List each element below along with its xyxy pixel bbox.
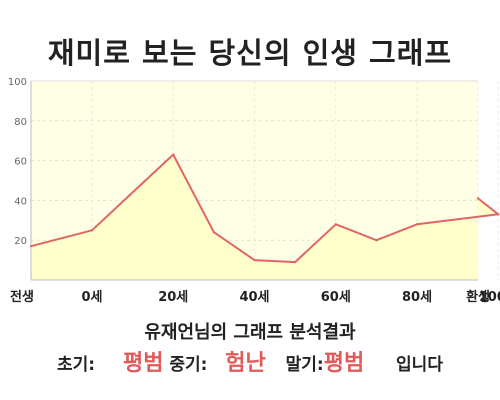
x-tick-label-2: 20세 <box>158 290 188 305</box>
middle-value: 험난 <box>225 351 266 376</box>
x-tick-label-1: 0세 <box>81 290 102 305</box>
early-value: 평범 <box>122 351 164 376</box>
summary-title: 유재언님의 그래프 분석결과 <box>144 322 356 343</box>
chart-labels: 20 40 60 80 100 전생 0세 20세 40세 60세 80세 100세환생 <box>8 77 500 305</box>
life-area <box>31 154 499 280</box>
late-label: 말기: <box>285 355 324 375</box>
data-point-1 <box>90 229 94 232</box>
data-point-0 <box>29 244 33 248</box>
data-point-7 <box>375 239 378 242</box>
y-tick-label-80: 80 <box>14 117 27 128</box>
x-tick-label-4: 60세 <box>321 290 351 305</box>
x-tick-label-3: 40세 <box>239 290 269 305</box>
data-point-4 <box>253 258 256 262</box>
y-tick-label-100: 100 <box>8 77 27 88</box>
y-tick-label-20: 20 <box>14 236 27 247</box>
data-point-5 <box>293 260 297 264</box>
x-tick-label-6: 100세 <box>479 290 500 305</box>
late-value: 평범 <box>323 351 365 376</box>
ending-text: 입니다 <box>396 355 443 375</box>
x-tick-label-0: 전생 <box>10 289 34 305</box>
data-point-6 <box>334 223 337 226</box>
early-label: 초기: <box>57 355 96 375</box>
data-point-3 <box>212 231 216 234</box>
x-tick-label-5: 80세 <box>402 290 432 305</box>
y-tick-label-60: 60 <box>14 157 27 168</box>
data-point-8 <box>415 223 419 226</box>
summary-line: 초기: 평범 중기: 험난 말기:평범 입니다 <box>0 345 500 377</box>
data-point-2 <box>172 153 175 156</box>
data-point-10 <box>476 197 480 200</box>
y-tick-label-40: 40 <box>14 196 27 207</box>
x-tick-label-7: 환생 <box>466 289 490 305</box>
middle-label: 중기: <box>169 355 208 375</box>
data-point-9 <box>497 213 500 216</box>
page-title: 재미로 보는 당신의 인생 그래프 <box>47 36 453 70</box>
